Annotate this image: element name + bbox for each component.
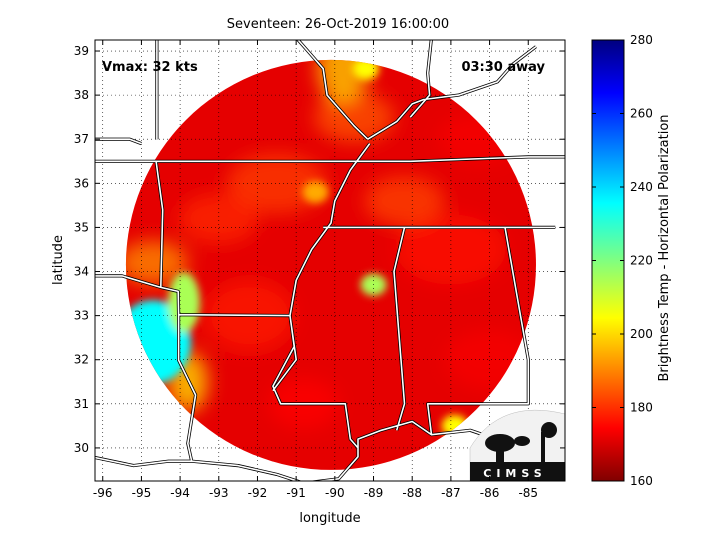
y-tick-label: 30 xyxy=(74,441,89,455)
y-tick-label: 37 xyxy=(74,132,89,146)
x-tick-label: -96 xyxy=(93,486,113,500)
colorbar-tick-label: 180 xyxy=(630,401,653,415)
x-tick-labels: -96 -95 -94 -93 -92 -91 -90 -89 -88 -87 -86 -85 xyxy=(93,486,538,500)
x-tick-label: -95 xyxy=(132,486,152,500)
y-tick-label: 33 xyxy=(74,309,89,323)
y-tick-label: 38 xyxy=(74,88,89,102)
texture-patch xyxy=(125,240,189,285)
colorbar xyxy=(591,39,625,482)
warm-region xyxy=(167,272,200,333)
x-tick-label: -89 xyxy=(364,486,384,500)
chart-title: Seventeen: 26-Oct-2019 16:00:00 xyxy=(227,17,449,32)
texture-patch xyxy=(364,175,445,226)
y-tick-label: 31 xyxy=(74,397,89,411)
cimss-logo-text: CIMSS xyxy=(483,467,546,480)
x-tick-label: -93 xyxy=(209,486,229,500)
colorbar-tick-label: 160 xyxy=(630,474,653,488)
y-tick-label: 39 xyxy=(74,44,89,58)
radiometer-swath xyxy=(125,59,536,470)
x-tick-label: -88 xyxy=(402,486,422,500)
x-axis-label: longitude xyxy=(299,511,360,526)
y-tick-label: 32 xyxy=(74,353,89,367)
x-tick-label: -94 xyxy=(170,486,190,500)
colorbar-tick-label: 260 xyxy=(630,107,653,121)
x-tick-label: -86 xyxy=(480,486,500,500)
texture-patch xyxy=(314,92,395,143)
x-tick-label: -91 xyxy=(286,486,306,500)
x-tick-label: -90 xyxy=(325,486,345,500)
cimss-logo: CIMSS xyxy=(469,409,565,481)
grid-lines xyxy=(95,40,565,481)
state-borders xyxy=(95,40,565,481)
distance-label: 03:30 away xyxy=(461,60,545,75)
colorbar-tick-label: 200 xyxy=(630,327,653,341)
x-tick-label: -87 xyxy=(441,486,461,500)
y-tick-label: 36 xyxy=(74,176,89,190)
colorbar-tick-label: 220 xyxy=(630,254,653,268)
texture-patch xyxy=(395,214,506,285)
axis-ticks xyxy=(95,40,565,481)
y-tick-labels: 30 31 32 33 34 35 36 37 38 39 xyxy=(74,44,89,455)
y-tick-label: 35 xyxy=(74,220,89,234)
texture-patch xyxy=(178,193,259,244)
plot-frame xyxy=(94,39,566,482)
colorbar-tick-label: 280 xyxy=(630,33,653,47)
warm-region xyxy=(302,181,329,204)
colorbar-tick-label: 240 xyxy=(630,180,653,194)
x-tick-label: -92 xyxy=(248,486,268,500)
texture-patch xyxy=(317,59,368,104)
y-tick-label: 34 xyxy=(74,265,89,279)
x-tick-label: -85 xyxy=(518,486,538,500)
colorbar-ticks: 160 180 200 220 240 260 280 xyxy=(592,33,653,488)
y-axis-label: latitude xyxy=(51,235,66,285)
vmax-label: Vmax: 32 kts xyxy=(102,60,198,75)
texture-patch xyxy=(226,153,327,214)
colorbar-label: Brightness Temp - Horizontal Polarizatio… xyxy=(657,114,672,381)
